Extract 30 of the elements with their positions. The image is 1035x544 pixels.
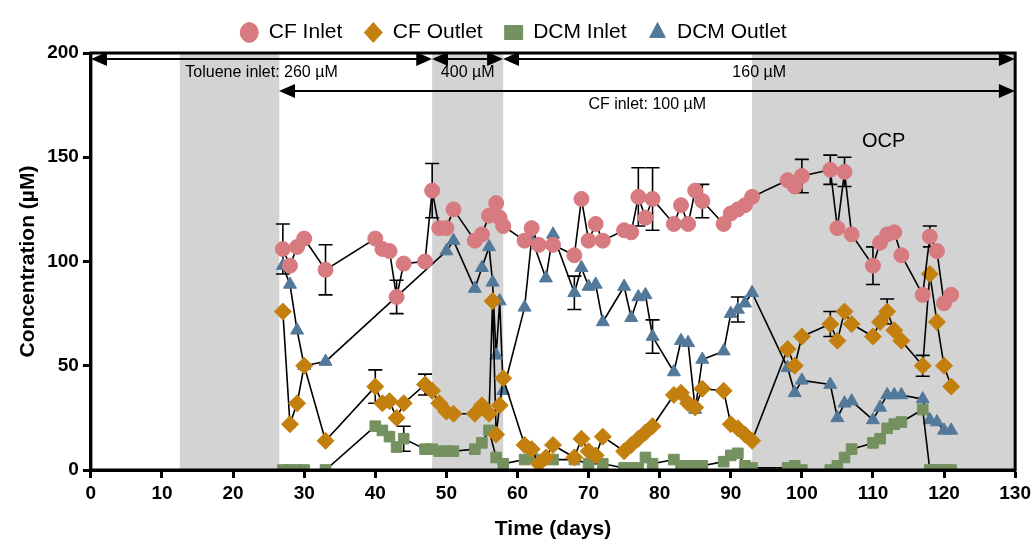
x-tick-label: 0 — [85, 481, 97, 503]
y-axis-title: Concentration (µM) — [15, 165, 39, 358]
legend-label: CF Inlet — [268, 19, 343, 43]
legend-label: DCM Inlet — [533, 19, 627, 43]
x-tick-label: 60 — [506, 481, 529, 503]
x-tick-label: 120 — [928, 481, 960, 503]
y-tick-label: 0 — [68, 458, 79, 480]
x-tick-label: 70 — [578, 481, 600, 503]
x-tick-label: 30 — [293, 481, 315, 503]
y-tick-label: 200 — [47, 41, 79, 63]
annotation: 400 µM — [440, 63, 495, 81]
x-tick-label: 10 — [151, 481, 173, 503]
y-tick-label: 150 — [47, 145, 79, 167]
legend-label: CF Outlet — [392, 19, 483, 43]
x-tick-label: 110 — [857, 481, 889, 503]
x-tick-label: 20 — [222, 481, 244, 503]
x-tick-label: 100 — [786, 481, 818, 503]
annotation: CF inlet: 100 µM — [588, 95, 707, 113]
y-tick-label: 50 — [57, 353, 79, 375]
legend-label: DCM Outlet — [677, 19, 787, 43]
x-tick-label: 50 — [435, 481, 457, 503]
annotation: Toluene inlet: 260 µM — [185, 63, 338, 81]
x-tick-label: 40 — [364, 481, 386, 503]
y-tick-label: 100 — [47, 249, 79, 271]
annotation: 160 µM — [732, 63, 787, 81]
x-axis-title: Time (days) — [494, 516, 612, 540]
x-tick-label: 130 — [999, 481, 1031, 503]
x-tick-label: 80 — [649, 481, 671, 503]
band-label: OCP — [861, 128, 906, 151]
x-tick-label: 90 — [720, 481, 742, 503]
